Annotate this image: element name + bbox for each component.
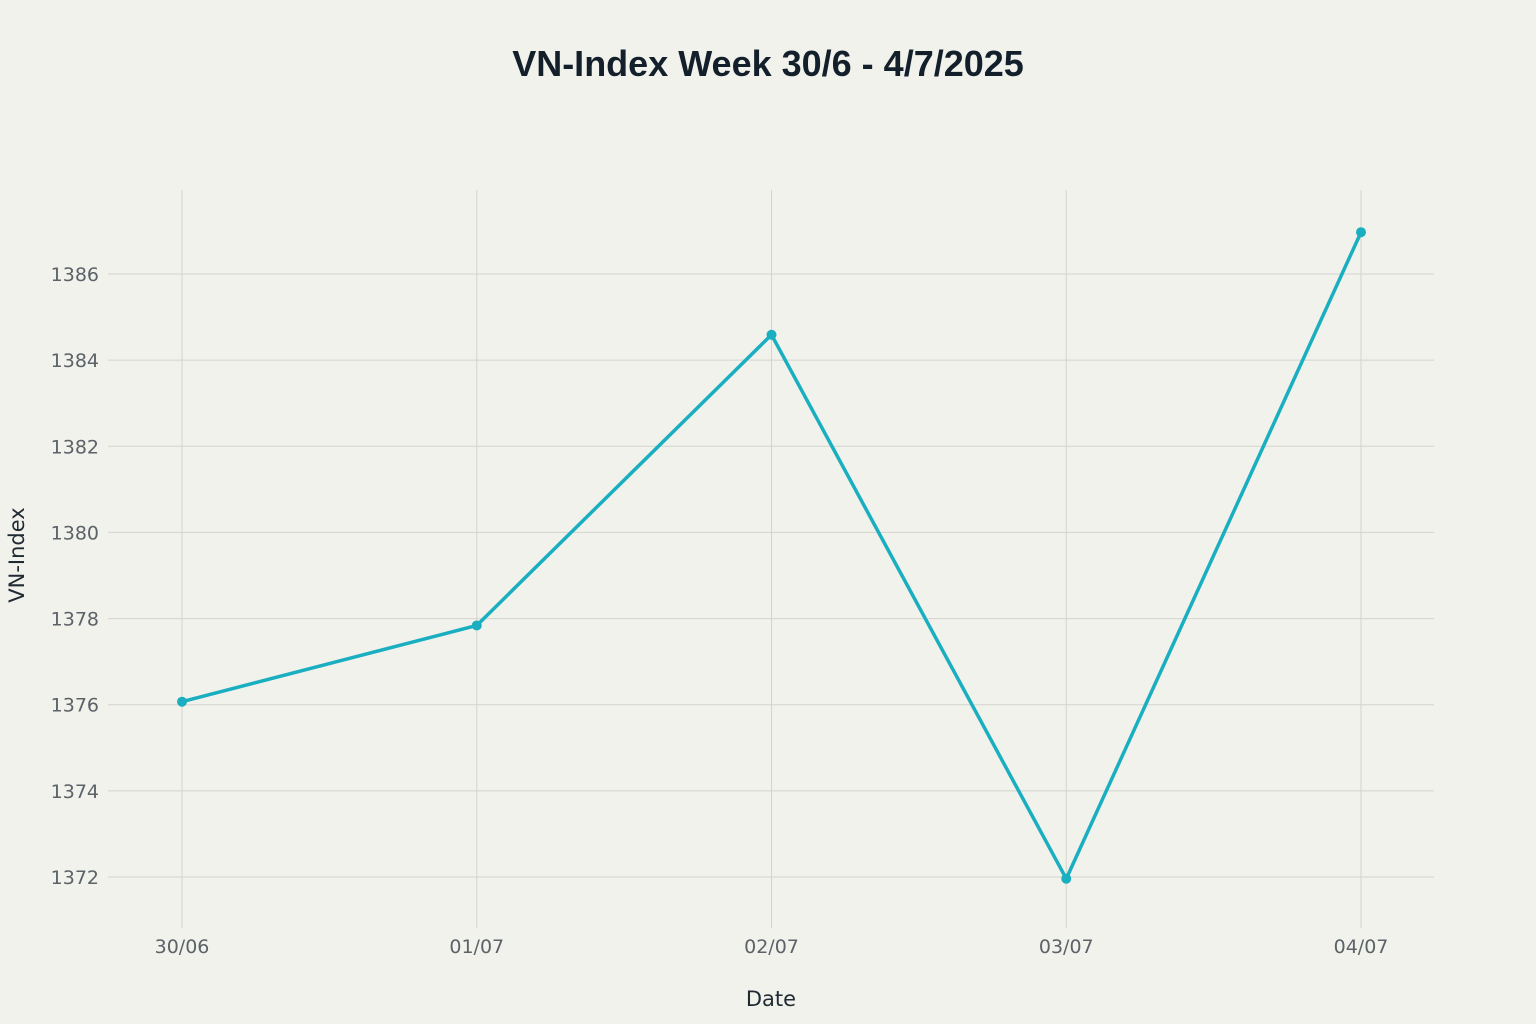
y-tick-label: 1384 bbox=[51, 350, 99, 372]
y-gridlines bbox=[108, 273, 1434, 878]
x-tick-label: 03/07 bbox=[1039, 936, 1094, 958]
y-tick-label: 1374 bbox=[51, 781, 99, 803]
data-point bbox=[471, 620, 482, 631]
x-tick-label: 30/06 bbox=[155, 936, 210, 958]
y-tick-label: 1380 bbox=[51, 522, 99, 544]
x-tick-label: 04/07 bbox=[1334, 936, 1389, 958]
y-tick-label: 1382 bbox=[51, 436, 99, 458]
x-tick-labels: 30/06 01/07 02/07 03/07 04/07 bbox=[155, 936, 1389, 958]
data-point bbox=[766, 329, 777, 340]
chart-title: VN-Index Week 30/6 - 4/7/2025 bbox=[512, 43, 1024, 84]
series-layer bbox=[177, 227, 1366, 884]
y-tick-labels: 1372 1374 1376 1378 1380 1382 1384 1386 bbox=[51, 264, 99, 889]
y-tick-label: 1376 bbox=[51, 695, 99, 717]
x-tick-label: 02/07 bbox=[744, 936, 799, 958]
data-point bbox=[177, 696, 187, 707]
y-axis-title: VN-Index bbox=[5, 507, 29, 602]
y-tick-label: 1386 bbox=[51, 264, 99, 286]
y-tick-label: 1372 bbox=[51, 867, 99, 889]
x-tick-label: 01/07 bbox=[449, 936, 504, 958]
data-point bbox=[1356, 227, 1366, 238]
data-point bbox=[1061, 873, 1072, 884]
y-tick-label: 1378 bbox=[51, 609, 99, 631]
x-axis-title: Date bbox=[746, 987, 796, 1011]
x-gridlines bbox=[181, 190, 1362, 928]
